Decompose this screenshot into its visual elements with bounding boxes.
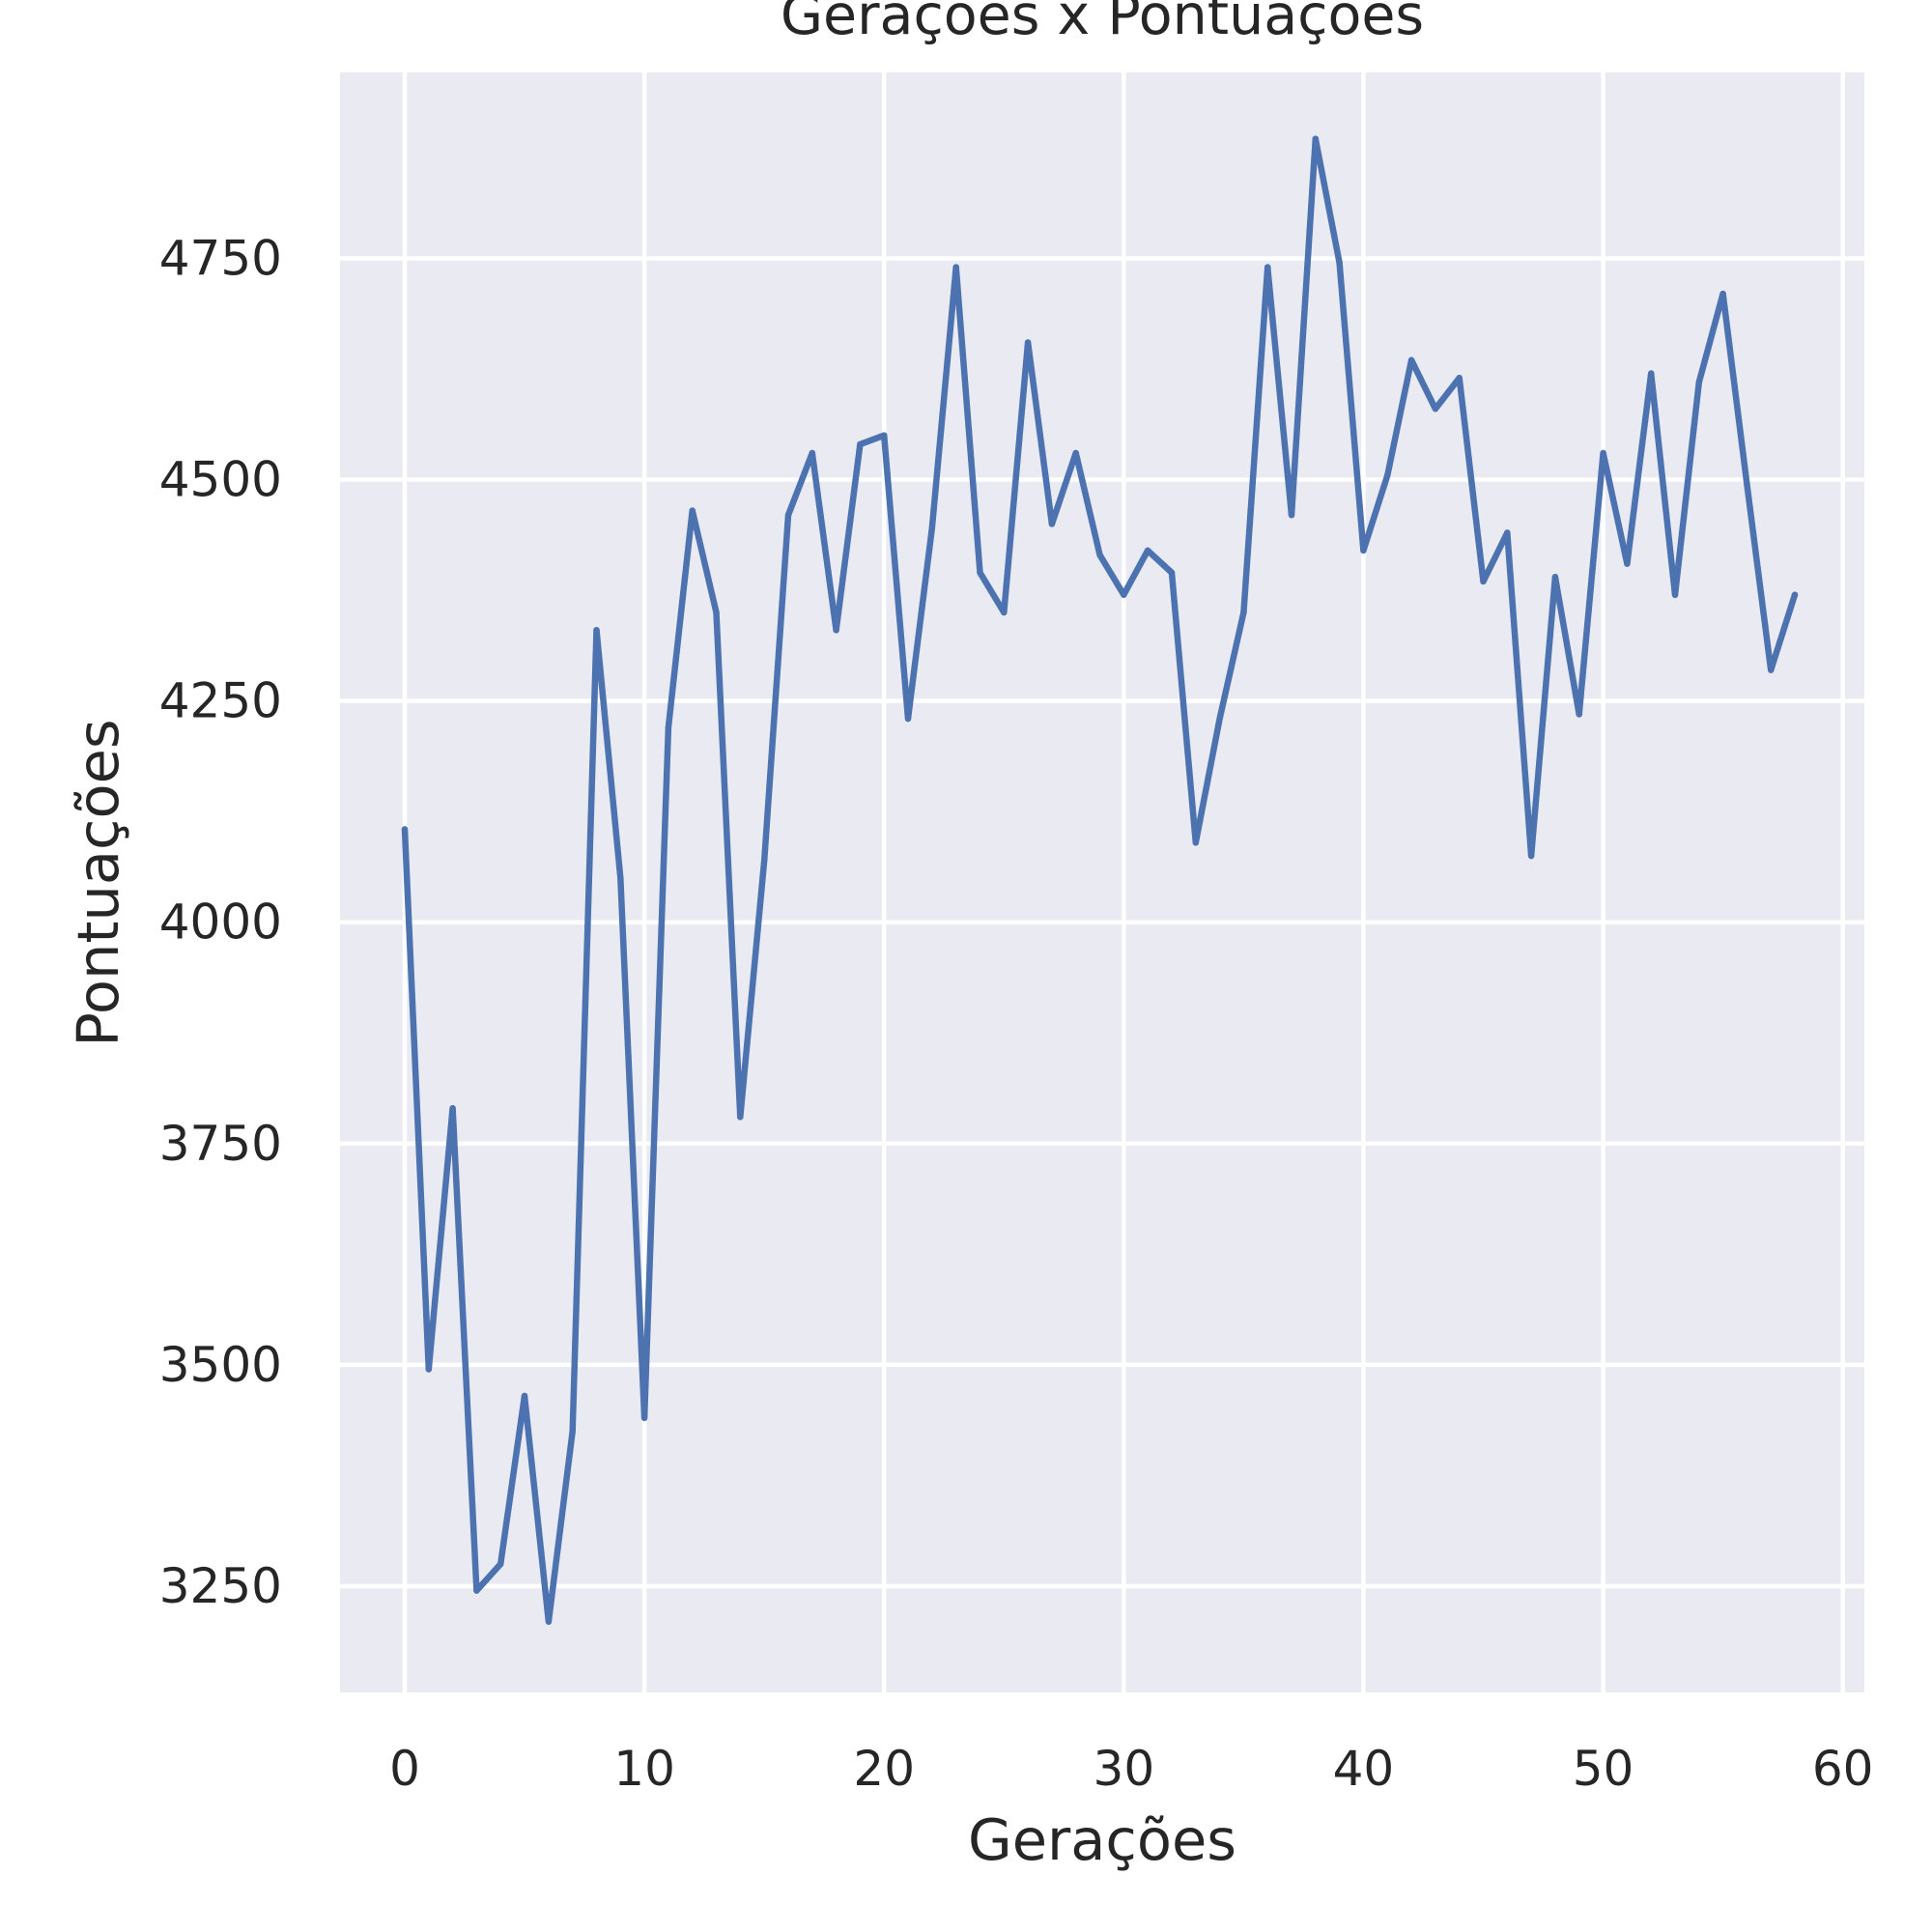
data-point — [1551, 574, 1559, 581]
grid-lines — [340, 72, 1864, 1692]
data-point — [1407, 356, 1415, 363]
data-point — [1432, 406, 1439, 412]
data-point — [449, 1105, 456, 1112]
data-point — [1600, 449, 1606, 457]
data-point — [473, 1587, 480, 1594]
x-tick-label: 40 — [1333, 1741, 1395, 1797]
data-point — [809, 449, 815, 457]
data-point — [1576, 711, 1582, 718]
x-tick-label: 0 — [389, 1741, 420, 1797]
data-point — [1121, 591, 1127, 598]
y-tick-label: 3250 — [159, 1558, 282, 1614]
data-point — [761, 857, 768, 864]
y-tick-label: 4500 — [159, 452, 282, 508]
x-tick-label: 30 — [1094, 1741, 1155, 1797]
chart-title: Gerações x Pontuações — [781, 0, 1424, 47]
data-point — [904, 715, 912, 723]
data-point — [640, 1414, 648, 1422]
data-point — [1288, 512, 1295, 519]
data-point — [1336, 259, 1343, 267]
data-point — [689, 507, 696, 514]
data-point — [1192, 839, 1200, 846]
y-tick-label: 4000 — [159, 895, 282, 951]
data-point — [737, 1114, 744, 1121]
x-tick-labels: 0 10 20 30 40 50 60 — [389, 1741, 1873, 1797]
data-point — [857, 440, 864, 448]
y-tick-label: 3500 — [159, 1337, 282, 1393]
data-point — [1456, 375, 1463, 382]
data-point — [1024, 339, 1032, 346]
data-point — [713, 609, 720, 616]
data-point — [1480, 578, 1487, 585]
data-point — [1719, 290, 1726, 298]
data-point — [1001, 609, 1008, 616]
x-tick-label: 60 — [1812, 1741, 1874, 1797]
data-point — [1671, 591, 1679, 598]
data-point — [784, 512, 792, 519]
data-point — [1791, 591, 1799, 598]
data-point — [617, 874, 624, 882]
data-point — [1744, 480, 1750, 488]
data-point — [1096, 552, 1103, 558]
data-point — [593, 627, 600, 634]
data-point — [1168, 569, 1176, 576]
data-point — [497, 1560, 504, 1568]
data-point — [425, 1366, 432, 1373]
data-point — [833, 627, 839, 634]
y-axis-label: Pontuações — [65, 719, 131, 1046]
data-point — [1624, 560, 1631, 567]
data-point — [881, 432, 888, 439]
data-point — [1695, 379, 1703, 385]
y-tick-label: 3750 — [159, 1116, 282, 1172]
x-tick-label: 50 — [1573, 1741, 1634, 1797]
plot-area — [340, 72, 1864, 1692]
data-point — [1360, 547, 1367, 554]
data-point — [1216, 715, 1223, 723]
data-point — [1240, 609, 1247, 616]
y-tick-label: 4250 — [159, 673, 282, 729]
data-point — [1648, 370, 1655, 377]
data-point — [569, 1428, 576, 1435]
data-point — [1048, 521, 1056, 527]
data-point — [952, 264, 959, 270]
x-axis-label: Gerações — [968, 1806, 1236, 1873]
data-point — [1072, 449, 1079, 457]
x-tick-label: 10 — [613, 1741, 675, 1797]
data-point — [521, 1392, 528, 1400]
x-tick-label: 20 — [853, 1741, 915, 1797]
data-point — [1264, 264, 1271, 270]
data-point — [401, 826, 409, 833]
series-layer — [401, 135, 1799, 1625]
data-point — [1144, 547, 1151, 554]
data-point — [545, 1618, 553, 1625]
data-point — [928, 525, 935, 532]
data-point — [1384, 471, 1391, 479]
data-point — [1312, 135, 1320, 142]
data-point — [1504, 529, 1511, 536]
data-point — [1527, 852, 1535, 860]
y-tick-label: 4750 — [159, 230, 282, 286]
data-point — [1768, 667, 1775, 673]
data-point — [977, 569, 983, 576]
data-point — [665, 724, 672, 731]
y-tick-labels: 3250 3500 3750 4000 4250 4500 4750 — [159, 230, 282, 1614]
